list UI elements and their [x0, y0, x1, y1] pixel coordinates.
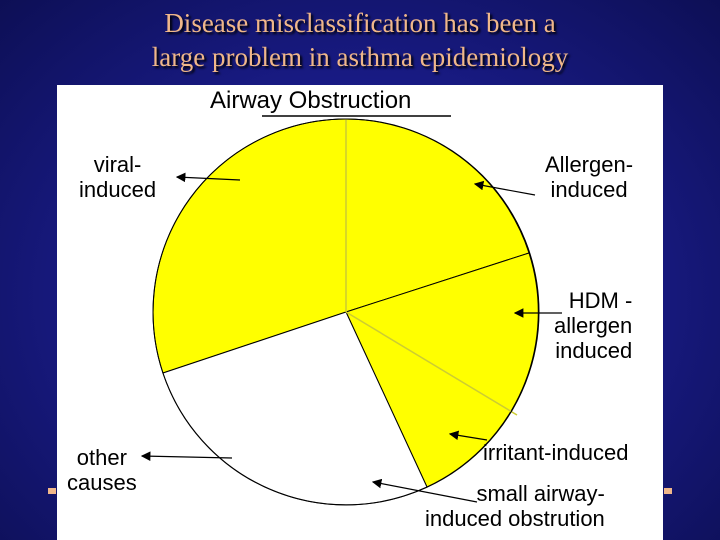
decorative-dash-right — [664, 488, 672, 494]
label-irritant-induced: irritant-induced — [483, 440, 629, 465]
pie-title: Airway Obstruction — [210, 87, 412, 114]
label-hdm-allergen-induced: HDM - allergen induced — [554, 288, 632, 363]
slide-title-line-2: large problem in asthma epidemiology — [151, 42, 569, 72]
pie-chart-panel: Airway Obstruction viral- induced Allerg… — [57, 85, 663, 540]
slide-title-line-1: Disease misclassification has been a — [164, 8, 556, 38]
arrow-small-airway — [371, 478, 478, 503]
label-viral-line-1: viral- — [93, 152, 142, 177]
label-other-causes: other causes — [67, 445, 137, 495]
label-allergen-line-1: Allergen- — [545, 152, 634, 177]
label-hdm-line-1: HDM - — [568, 288, 633, 313]
label-small-airway-induced: small airway- induced obstrution — [425, 481, 605, 531]
label-hdm-line-3: induced — [555, 338, 633, 363]
label-allergen-line-2: induced — [550, 177, 628, 202]
label-viral-line-2: induced — [79, 177, 157, 202]
label-other-line-2: causes — [67, 470, 137, 495]
decorative-dash-left — [48, 488, 56, 494]
pie-chart-svg — [140, 115, 562, 506]
divider-hdm-irritant — [345, 311, 518, 416]
label-small-airway-line-1: small airway- — [476, 481, 605, 506]
label-other-line-1: other — [76, 445, 127, 470]
label-hdm-line-2: allergen — [554, 313, 633, 338]
pie-outline — [152, 118, 540, 506]
label-small-airway-line-2: induced obstrution — [425, 506, 605, 531]
arrow-allergen — [473, 180, 536, 196]
label-allergen-induced: Allergen- induced — [545, 152, 633, 202]
arrow-irritant — [448, 430, 488, 441]
label-viral-induced: viral- induced — [79, 152, 156, 202]
slide-title: Disease misclassification has been a lar… — [0, 6, 720, 74]
arrow-viral — [175, 172, 241, 183]
arrow-other — [140, 451, 233, 461]
